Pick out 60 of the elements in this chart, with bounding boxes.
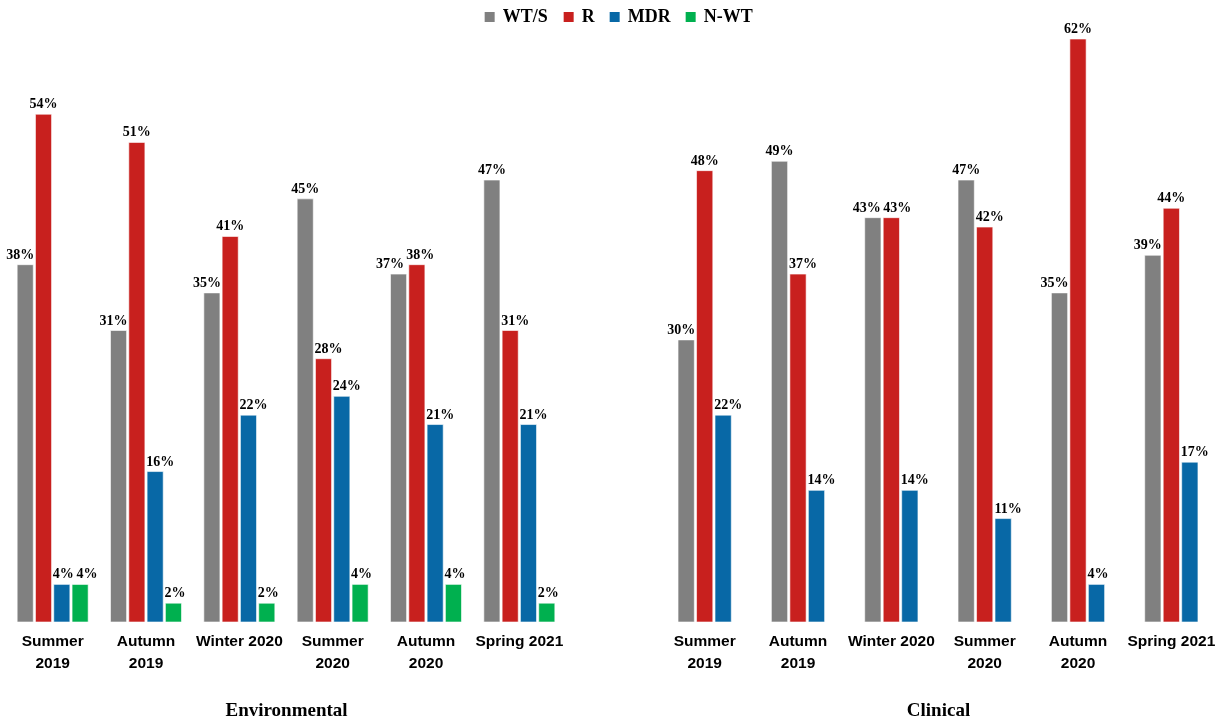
data-label: 2% (164, 585, 186, 601)
data-label: 38% (406, 246, 435, 262)
data-label: 31% (99, 312, 128, 328)
data-label: 39% (1133, 237, 1162, 253)
x-tick-label: Summer 2020 (953, 631, 1016, 671)
data-label: 31% (501, 312, 530, 328)
data-label: 45% (291, 180, 320, 196)
data-label: 48% (690, 152, 719, 168)
x-tick-label: Spring 2021 (1127, 631, 1216, 649)
data-label: 47% (952, 162, 981, 178)
x-tick-label: Autumn 2019 (768, 631, 828, 671)
data-label: 22% (239, 397, 268, 413)
legend-label: MDR (627, 6, 672, 26)
data-label: 24% (332, 378, 361, 394)
data-label: 4% (1087, 566, 1109, 582)
data-label: 38% (6, 246, 35, 262)
x-axis-title: Clinical (906, 699, 971, 719)
x-tick-label: Autumn 2020 (1048, 631, 1108, 671)
x-tick-label: Summer 2019 (21, 631, 84, 671)
x-tick-label: Summer 2019 (673, 631, 736, 671)
data-label: 54% (29, 96, 58, 112)
data-label: 35% (192, 274, 221, 290)
x-tick-label: Winter 2020 (195, 631, 283, 649)
data-label: 4% (444, 566, 466, 582)
x-axis-title: Environmental (225, 699, 348, 719)
data-label: 4% (76, 566, 98, 582)
data-label: 35% (1040, 274, 1069, 290)
data-label: 49% (765, 143, 794, 159)
x-tick-label: Spring 2021 (475, 631, 564, 649)
data-label: 43% (883, 199, 912, 215)
data-label: 22% (714, 397, 743, 413)
data-label: 51% (122, 124, 151, 140)
data-label: 17% (1180, 444, 1209, 460)
data-label: 11% (994, 500, 1022, 516)
x-tick-label: Autumn 2019 (116, 631, 176, 671)
legend-label: R (581, 6, 596, 26)
data-label: 62% (1064, 21, 1092, 36)
legend-label: WT/S (502, 6, 548, 26)
data-label: 37% (789, 256, 817, 272)
data-label: 37% (376, 256, 405, 272)
legend-label: N-WT (703, 6, 753, 26)
data-label: 4% (351, 566, 373, 582)
data-label: 2% (537, 585, 559, 601)
data-label: 21% (426, 406, 455, 422)
data-label: 4% (52, 566, 74, 582)
x-tick-label: Summer 2020 (301, 631, 364, 671)
data-label: 28% (314, 340, 343, 356)
data-label: 30% (667, 321, 696, 337)
data-label: 14% (900, 472, 929, 488)
data-label: 14% (807, 472, 836, 488)
data-label: 21% (519, 406, 548, 422)
data-label: 44% (1157, 190, 1186, 206)
data-label: 16% (146, 453, 175, 469)
data-label: 2% (257, 585, 279, 601)
data-label: 42% (975, 209, 1004, 225)
x-tick-label: Winter 2020 (847, 631, 935, 649)
x-tick-label: Autumn 2020 (396, 631, 456, 671)
data-label: 43% (852, 199, 881, 215)
data-label: 47% (477, 162, 506, 178)
data-label: 41% (216, 218, 245, 234)
